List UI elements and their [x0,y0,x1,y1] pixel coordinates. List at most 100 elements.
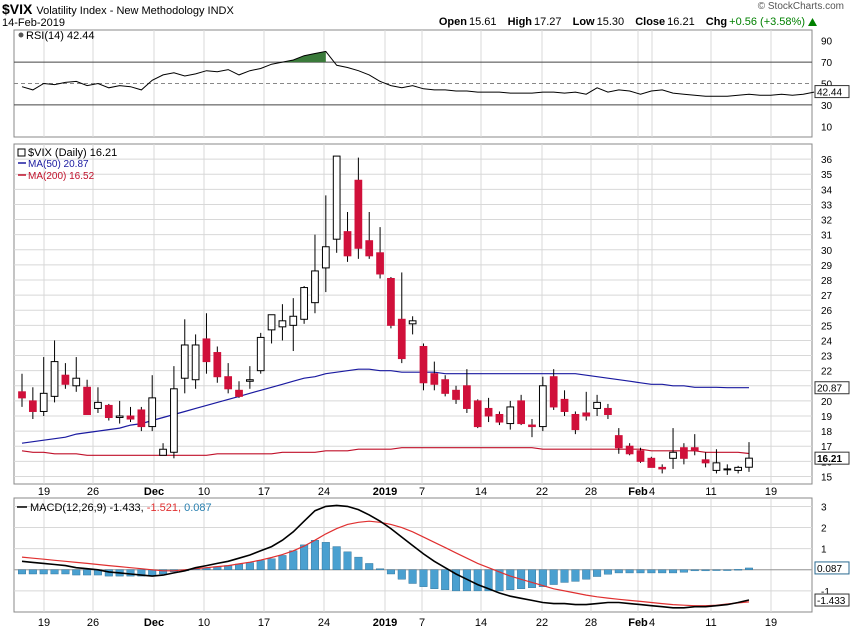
candle-body-up [39,392,48,412]
candle-body-down [604,407,612,415]
macd-hist-last-value-box [814,561,850,575]
x-tick-label: Feb [628,486,648,498]
macd-histogram-bar [28,569,37,575]
macd-histogram-bar [408,569,417,584]
candle-body-down [473,400,482,428]
candle-body-down [701,459,710,464]
macd-histogram-bar [527,569,536,588]
candle-body-down [484,407,493,417]
chart-date: 14-Feb-2019 [2,17,65,29]
ohlc-readout: Open 15.61 High 17.27 Low 15.30 Close 16.21 … [431,16,817,28]
macd-histogram-bar [745,567,753,570]
macd-legend-part: -1.433, [109,502,146,514]
candle-body-down [28,400,37,412]
x-tick-label: 19 [38,617,50,629]
candle [321,195,330,293]
price-legend-marker [17,148,26,157]
candle-body-up [506,406,515,425]
x-tick-label: 10 [198,617,210,629]
price-y-tick: 24 [821,336,833,347]
candle [180,319,189,394]
candle [506,400,515,430]
ma200-legend: MA(200) 16.52 [28,171,95,182]
candle [39,357,48,416]
candle [517,394,525,426]
candle [235,381,243,398]
macd-histogram-bar [712,569,721,571]
macd-histogram-bar [506,569,515,591]
macd-legend-part: -1.521, [147,502,184,514]
candle [224,363,233,394]
candle [202,313,211,374]
candle-body-down [365,240,374,257]
macd-histogram-bar [658,569,667,574]
symbol-description: Volatility Index - New Methodology INDX [36,5,234,17]
macd-histogram-bar [625,569,634,574]
price-panel [13,143,813,485]
price-y-tick: 27 [821,291,833,302]
macd-histogram-bar [484,569,493,592]
candle-body-up [321,246,330,269]
candle [61,363,70,389]
macd-last-value: -1.433 [817,596,846,607]
macd-histogram-bar [245,562,254,570]
candle [311,234,319,314]
macd-histogram-bar [560,569,569,583]
candle-body-up [246,379,254,382]
macd-histogram-bar [278,555,287,570]
up-triangle-icon [808,18,817,26]
macd-histogram-bar [452,569,461,592]
x-tick-label: 17 [258,617,270,629]
rsi-y-tick: 30 [821,101,833,112]
candle-body-down [690,447,699,452]
macd-histogram-bar [137,569,146,577]
candle [289,298,298,352]
candle-body-up [289,315,298,326]
x-tick-label: 19 [765,486,777,498]
ma50-last-value: 20.87 [817,384,842,395]
macd-histogram-bar [365,563,374,570]
macd-histogram-bar [289,550,298,570]
x-tick-label: Feb [628,617,648,629]
candle [397,272,406,364]
candle-body-down [560,398,569,412]
x-tick-label: 24 [318,486,330,498]
candle [332,155,341,253]
candle-body-up [734,466,743,471]
candle [28,387,37,420]
close-value: 16.21 [667,16,695,28]
price-y-tick: 33 [821,200,833,211]
candle [712,449,721,474]
macd-histogram-bar [430,569,439,589]
candle [300,286,308,324]
macd-legend: MACD(12,26,9) -1.433, -1.521, 0.087 [30,502,212,514]
candle-body-down [430,373,439,385]
candle-body-down [137,409,146,428]
price-y-tick: 36 [821,155,833,166]
price-y-tick: 29 [821,261,833,272]
candle-body-down [419,345,428,384]
price-y-tick: 35 [821,170,833,181]
macd-histogram-bar [723,569,732,571]
candle-body-up [745,457,753,468]
rsi-y-tick: 50 [821,80,833,91]
candle-body-down [549,376,558,408]
x-tick-label: 7 [419,617,425,629]
rsi-last-value: 42.44 [817,88,842,99]
macd-histogram-bar [256,560,265,570]
ma50-last-value-box [814,381,850,395]
candle [246,366,254,389]
x-tick-label: 19 [765,617,777,629]
candle [72,357,81,392]
candle-body-down [235,389,243,397]
candle-body-down [83,386,91,415]
chg-value: +0.56 (+3.58%) [729,16,805,28]
candle-body-up [94,401,102,409]
open-label: Open [438,16,467,28]
candle-body-up [538,385,547,428]
candle [278,304,287,341]
macd-legend-part: MACD(12,26,9) [30,502,109,514]
price-y-tick: 20 [821,397,833,408]
candle-body-down [647,457,656,468]
